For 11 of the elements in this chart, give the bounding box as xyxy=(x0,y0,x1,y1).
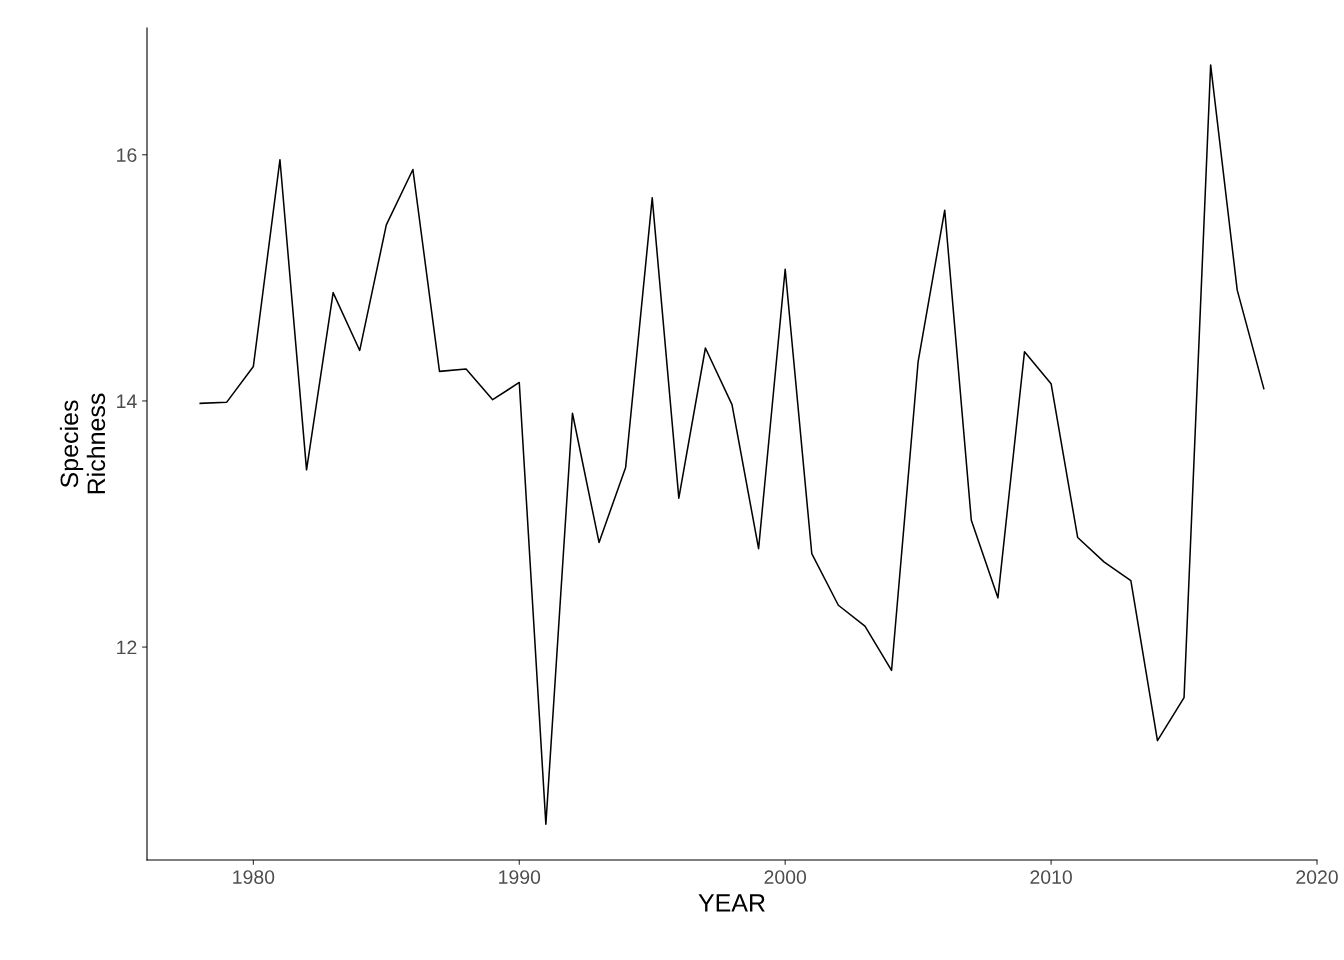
x-tick-label: 1990 xyxy=(499,870,541,884)
y-tick-label: 16 xyxy=(117,148,137,163)
x-tick-label: 2010 xyxy=(1030,870,1072,884)
y-tick-label: 12 xyxy=(117,640,137,655)
x-tick-label: 2000 xyxy=(764,870,807,884)
line-series xyxy=(199,64,1265,826)
x-axis-title: YEAR xyxy=(698,894,765,912)
y-tick-label: 14 xyxy=(117,394,137,408)
x-tick-label: 1980 xyxy=(233,870,275,884)
y-axis-title: Species Richness xyxy=(59,393,106,494)
x-tick-label: 2020 xyxy=(1296,870,1338,884)
